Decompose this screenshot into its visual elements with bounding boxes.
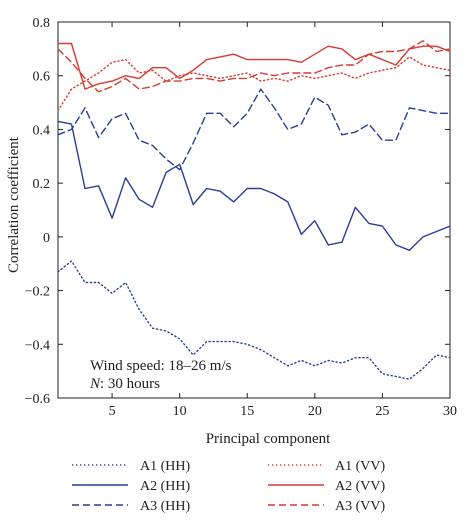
legend-label: A1 (VV): [335, 459, 385, 474]
x-tick-label: 30: [443, 404, 457, 419]
annotation-duration: N: 30 hours: [89, 376, 160, 392]
y-tick-label: 0.8: [33, 16, 51, 31]
y-tick-label: 0.6: [33, 70, 51, 85]
y-tick-label: −0.2: [25, 285, 50, 300]
annotation-hours: : 30 hours: [100, 376, 160, 392]
series-line-a2-vv: [57, 42, 451, 90]
x-axis-ticks: 5 10 15 20 25 30: [109, 22, 457, 419]
legend-label: A2 (VV): [335, 479, 385, 494]
series-line-a2-hh: [57, 120, 451, 252]
legend-label: A3 (VV): [335, 499, 385, 514]
y-tick-label: 0.2: [33, 177, 51, 192]
series-line-a1-hh: [57, 260, 451, 380]
legend-label: A3 (HH): [140, 499, 190, 514]
legend: A1 (HH) A2 (HH) A3 (HH) A1 (VV) A2 (VV) A3 (V…: [72, 459, 385, 514]
series-line-a3-hh: [57, 88, 451, 171]
plot-frame: [57, 21, 451, 399]
annotation-box: Wind speed: 18–26 m/s N: 30 hours: [89, 358, 232, 392]
x-tick-label: 15: [240, 404, 254, 419]
x-axis-label: Principal component: [206, 431, 331, 447]
x-tick-label: 25: [375, 404, 389, 419]
annotation-n-symbol: N: [89, 376, 101, 392]
y-axis-ticks: 0.8 0.6 0.4 0.2 0 −0.2 −0.4 −0.6: [25, 16, 450, 407]
y-tick-label: 0: [43, 231, 50, 246]
y-tick-label: −0.4: [25, 338, 50, 353]
series-line-a3-vv: [57, 40, 451, 93]
series-line-a1-vv: [57, 56, 451, 112]
y-tick-label: −0.6: [25, 392, 50, 407]
x-tick-label: 5: [109, 404, 116, 419]
x-tick-label: 10: [173, 404, 187, 419]
x-tick-label: 20: [308, 404, 322, 419]
series-lines: [57, 40, 451, 380]
legend-label: A2 (HH): [140, 479, 190, 494]
legend-label: A1 (HH): [140, 459, 190, 474]
plot-area: 5 10 15 20 25 30 0.8 0.6 0.4 0.2 0 −0.2 −0.4 −0.6: [25, 16, 457, 419]
y-tick-label: 0.4: [33, 123, 51, 138]
y-axis-label: Correlation coefficient: [6, 136, 22, 273]
annotation-wind-speed: Wind speed: 18–26 m/s: [90, 358, 232, 374]
